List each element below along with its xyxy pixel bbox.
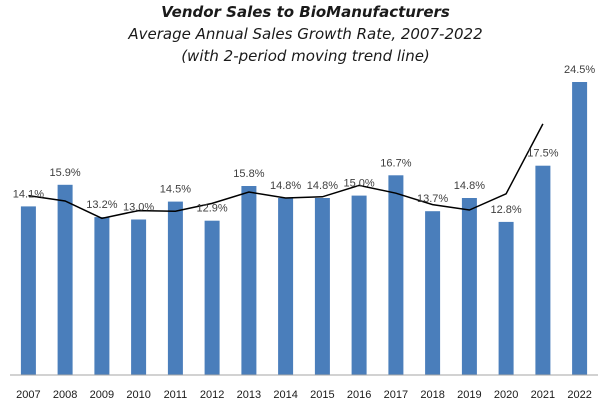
chart-title: Vendor Sales to BioManufacturers — [161, 3, 450, 21]
x-tick-label-2007: 2007 — [16, 389, 40, 401]
bar-2008 — [57, 184, 73, 375]
bar-2010 — [131, 219, 147, 375]
data-label-2020: 12.8% — [490, 204, 521, 216]
data-label-2018: 13.7% — [417, 193, 448, 205]
data-label-2013: 15.8% — [233, 168, 264, 180]
data-label-2010: 13.0% — [123, 202, 154, 214]
data-label-2019: 14.8% — [454, 180, 485, 192]
bar-2009 — [94, 217, 110, 375]
data-label-2009: 13.2% — [86, 199, 117, 211]
bar-2007 — [20, 206, 36, 375]
bar-2015 — [314, 198, 330, 375]
bar-2019 — [461, 198, 477, 375]
bar-2020 — [498, 221, 514, 375]
bar-2014 — [278, 198, 294, 375]
x-tick-label-2018: 2018 — [420, 389, 444, 401]
data-label-2016: 15.0% — [343, 178, 374, 190]
bar-2013 — [241, 186, 257, 375]
bar-2012 — [204, 220, 220, 375]
x-tick-label-2012: 2012 — [200, 389, 224, 401]
bar-2018 — [425, 211, 441, 375]
bar-2022 — [572, 82, 588, 375]
bar-2017 — [388, 175, 404, 375]
x-tick-label-2021: 2021 — [531, 389, 555, 401]
data-label-2021: 17.5% — [527, 148, 558, 160]
x-tick-label-2013: 2013 — [237, 389, 261, 401]
x-tick-label-2016: 2016 — [347, 389, 371, 401]
data-label-2014: 14.8% — [270, 180, 301, 192]
x-tick-label-2008: 2008 — [53, 389, 77, 401]
x-tick-label-2017: 2017 — [384, 389, 408, 401]
x-tick-label-2022: 2022 — [567, 389, 591, 401]
trend-line — [28, 123, 544, 220]
chart-subtitle: Average Annual Sales Growth Rate, 2007-2… — [128, 25, 483, 43]
x-tick-label-2014: 2014 — [273, 389, 297, 401]
data-label-2015: 14.8% — [307, 180, 338, 192]
bar-2016 — [351, 195, 367, 375]
data-label-2007: 14.1% — [13, 188, 44, 200]
x-tick-label-2019: 2019 — [457, 389, 481, 401]
x-tick-label-2010: 2010 — [126, 389, 150, 401]
x-tick-label-2020: 2020 — [494, 389, 518, 401]
chart-subtitle-2: (with 2-period moving trend line) — [181, 47, 430, 65]
x-tick-label-2009: 2009 — [90, 389, 114, 401]
data-label-2008: 15.9% — [49, 167, 80, 179]
x-tick-label-2011: 2011 — [164, 389, 188, 401]
bar-2021 — [535, 165, 551, 375]
x-tick-label-2015: 2015 — [310, 389, 334, 401]
bar-2011 — [167, 201, 183, 375]
data-label-2012: 12.9% — [196, 203, 227, 215]
data-label-2017: 16.7% — [380, 157, 411, 169]
data-label-2022: 24.5% — [564, 64, 595, 76]
data-label-2011: 14.5% — [160, 184, 191, 196]
